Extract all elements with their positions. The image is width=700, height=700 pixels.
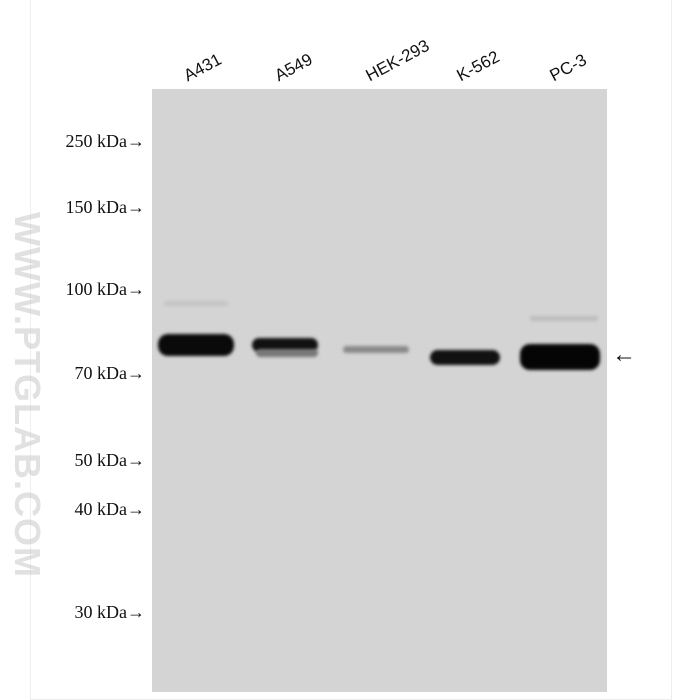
band-k562 <box>430 350 500 365</box>
faint-band-pc3 <box>530 316 598 321</box>
band-a549-lower <box>256 349 318 357</box>
marker-40: 40 kDa→ <box>74 499 146 519</box>
marker-70: 70 kDa→ <box>74 363 146 383</box>
faint-band-a431 <box>164 301 228 306</box>
marker-250: 250 kDa→ <box>65 131 146 151</box>
blot-membrane <box>152 89 607 692</box>
band-a431 <box>158 334 234 356</box>
marker-30: 30 kDa→ <box>74 602 146 622</box>
marker-150: 150 kDa→ <box>65 197 146 217</box>
band-a549 <box>252 338 318 352</box>
marker-100: 100 kDa→ <box>65 279 146 299</box>
marker-50: 50 kDa→ <box>74 450 146 470</box>
band-pc3 <box>520 344 600 370</box>
target-band-arrow-icon: ← <box>612 342 636 368</box>
band-hek293 <box>343 346 409 353</box>
watermark: WWW.PTGLAB.COM <box>7 212 48 578</box>
